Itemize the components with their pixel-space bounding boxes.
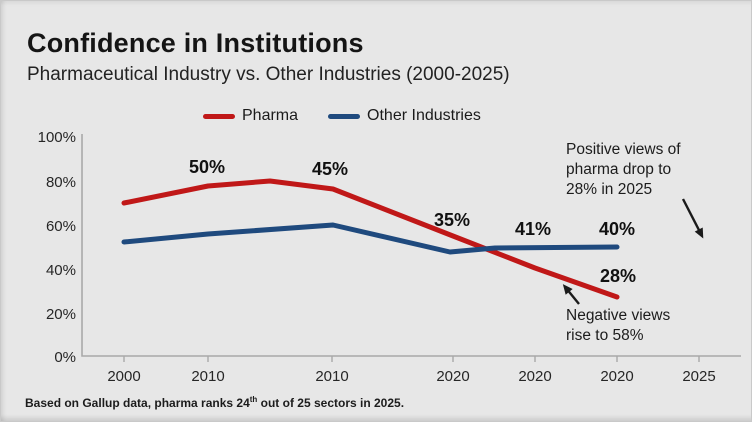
x-tick-label: 2020 bbox=[600, 368, 634, 385]
annotation-arrow-line bbox=[681, 198, 701, 231]
x-tick-label: 2020 bbox=[436, 368, 470, 385]
y-tick-label: 60% bbox=[45, 218, 76, 235]
chart-legend: Pharma Other Industries bbox=[203, 107, 481, 125]
annotation-positive-views: Positive views of pharma drop to 28% in … bbox=[566, 141, 681, 198]
annotation-arrow-head bbox=[694, 227, 704, 239]
x-tick-label: 2000 bbox=[107, 368, 141, 385]
annotation-arrow-head bbox=[562, 284, 573, 295]
footnote-text-suffix: out of 25 sectors in 2025. bbox=[257, 396, 405, 410]
y-tick-label: 80% bbox=[45, 174, 76, 191]
series-line-other-industries bbox=[121, 222, 620, 255]
y-tick-label: 40% bbox=[45, 262, 76, 279]
legend-line-swatch bbox=[328, 113, 361, 119]
data-point-label: 35% bbox=[433, 210, 471, 230]
footnote-superscript: th bbox=[249, 395, 258, 404]
annotation-arrow-line bbox=[567, 290, 580, 305]
legend-line-swatch bbox=[203, 113, 235, 119]
x-tick-label: 2025 bbox=[682, 368, 716, 385]
legend-item-other-industries: Other Industries bbox=[328, 107, 481, 125]
data-point-label: 28% bbox=[599, 266, 637, 286]
page-title: Confidence in Institutions bbox=[27, 28, 364, 58]
y-tick-label: 100% bbox=[37, 129, 76, 146]
data-point-label: 50% bbox=[188, 157, 226, 177]
legend-label: Other Industries bbox=[367, 107, 481, 124]
data-point-label: 45% bbox=[311, 159, 349, 179]
x-tick-label: 2020 bbox=[518, 368, 552, 385]
legend-label: Pharma bbox=[242, 107, 299, 124]
data-point-label: 41% bbox=[514, 219, 552, 239]
x-tick-label: 2010 bbox=[191, 368, 225, 385]
source-footnote: Based on Gallup data, pharma ranks 24th … bbox=[25, 395, 404, 410]
x-tick-label: 2010 bbox=[315, 368, 349, 385]
series-line-pharma bbox=[121, 178, 620, 300]
footnote-text-prefix: Based on Gallup data, pharma ranks 24 bbox=[25, 396, 250, 410]
page-subtitle: Pharmaceutical Industry vs. Other Indust… bbox=[27, 64, 510, 85]
y-tick-label: 20% bbox=[45, 306, 76, 323]
y-tick-label: 0% bbox=[54, 349, 76, 366]
annotation-negative-views: Negative views rise to 58% bbox=[566, 307, 671, 344]
legend-item-pharma: Pharma bbox=[203, 107, 298, 125]
axis-lines bbox=[81, 134, 741, 357]
data-point-label: 40% bbox=[598, 219, 636, 239]
